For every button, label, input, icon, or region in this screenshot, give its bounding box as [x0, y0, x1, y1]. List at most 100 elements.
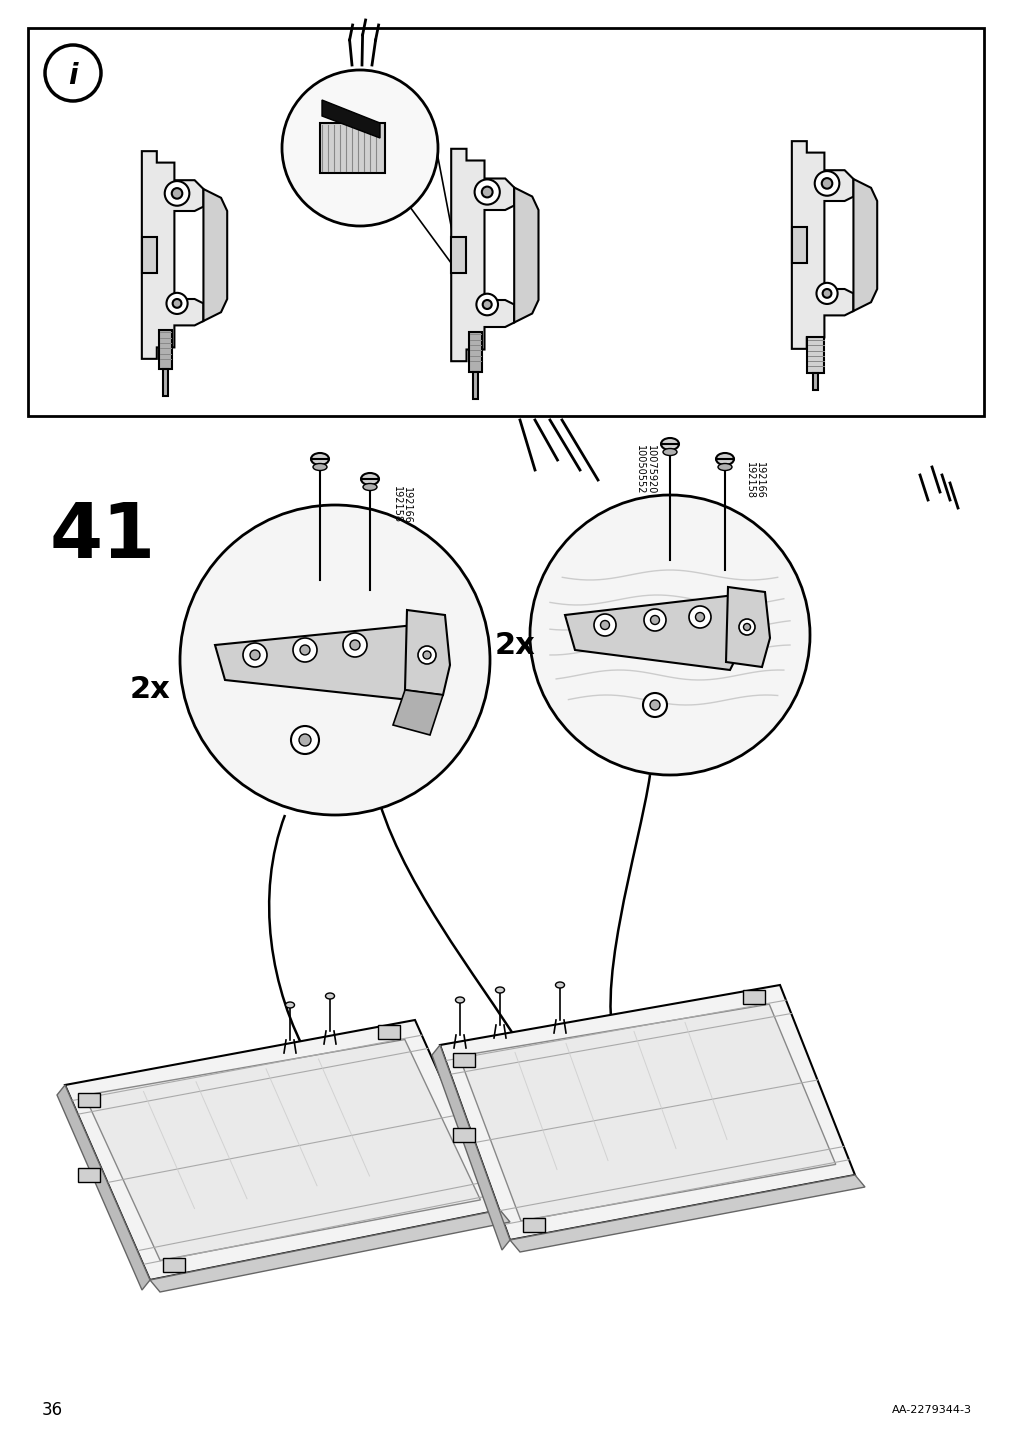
Text: AA-2279344-3: AA-2279344-3	[891, 1405, 971, 1415]
Circle shape	[481, 186, 492, 198]
Polygon shape	[432, 1045, 510, 1250]
Polygon shape	[150, 1210, 510, 1292]
Polygon shape	[523, 1219, 545, 1232]
Text: 10050531: 10050531	[389, 652, 426, 697]
Circle shape	[649, 700, 659, 710]
Text: 36: 36	[42, 1400, 63, 1419]
Polygon shape	[791, 142, 852, 349]
Polygon shape	[57, 1085, 150, 1290]
Polygon shape	[78, 1169, 100, 1181]
Ellipse shape	[495, 987, 504, 992]
Circle shape	[814, 170, 838, 196]
Circle shape	[44, 44, 101, 102]
Bar	[451, 238, 466, 274]
Polygon shape	[472, 372, 478, 400]
Polygon shape	[392, 690, 443, 735]
Polygon shape	[451, 149, 514, 361]
Bar	[791, 228, 806, 262]
Polygon shape	[852, 179, 877, 311]
Ellipse shape	[312, 464, 327, 471]
Polygon shape	[321, 100, 379, 137]
Ellipse shape	[361, 473, 379, 485]
Polygon shape	[742, 990, 764, 1004]
Polygon shape	[812, 372, 818, 390]
Polygon shape	[163, 1257, 185, 1272]
Ellipse shape	[363, 484, 377, 491]
Text: 10050552: 10050552	[634, 445, 644, 494]
Circle shape	[530, 495, 809, 775]
Polygon shape	[214, 624, 425, 700]
Circle shape	[476, 294, 497, 315]
Circle shape	[695, 613, 704, 621]
Circle shape	[299, 644, 309, 654]
Text: 2x: 2x	[129, 676, 171, 705]
Polygon shape	[564, 596, 744, 670]
Circle shape	[243, 643, 267, 667]
Circle shape	[474, 179, 499, 205]
Circle shape	[822, 289, 831, 298]
Circle shape	[282, 70, 438, 226]
Text: 10075931: 10075931	[396, 664, 433, 712]
Circle shape	[600, 620, 609, 630]
Ellipse shape	[717, 464, 731, 471]
Circle shape	[291, 726, 318, 755]
Text: 192166: 192166	[401, 487, 411, 524]
Ellipse shape	[285, 1002, 294, 1008]
Circle shape	[293, 639, 316, 662]
Polygon shape	[510, 1176, 864, 1252]
Polygon shape	[319, 123, 384, 173]
Circle shape	[688, 606, 711, 629]
Circle shape	[173, 299, 181, 308]
Ellipse shape	[555, 982, 564, 988]
Polygon shape	[453, 1053, 474, 1067]
Circle shape	[423, 652, 431, 659]
Polygon shape	[725, 587, 769, 667]
Ellipse shape	[716, 453, 733, 465]
Ellipse shape	[310, 453, 329, 465]
Circle shape	[743, 623, 750, 630]
Polygon shape	[459, 1004, 835, 1221]
Text: 192166: 192166	[754, 461, 764, 498]
Circle shape	[350, 640, 360, 650]
Text: i: i	[68, 62, 78, 90]
Polygon shape	[203, 189, 227, 321]
Circle shape	[298, 735, 310, 746]
Text: 192158: 192158	[744, 461, 754, 498]
Circle shape	[738, 619, 754, 634]
Circle shape	[593, 614, 616, 636]
Circle shape	[821, 178, 831, 189]
Text: 192158: 192158	[391, 487, 401, 524]
Polygon shape	[160, 329, 172, 369]
Polygon shape	[453, 1128, 474, 1141]
Polygon shape	[806, 338, 824, 372]
Circle shape	[172, 188, 182, 199]
Polygon shape	[469, 331, 481, 372]
Circle shape	[180, 505, 489, 815]
Ellipse shape	[660, 438, 678, 450]
Ellipse shape	[662, 448, 676, 455]
Circle shape	[643, 609, 665, 632]
Bar	[28, 29, 983, 417]
Circle shape	[165, 180, 189, 206]
Text: 10075920: 10075920	[645, 445, 655, 494]
Polygon shape	[440, 985, 854, 1240]
Polygon shape	[84, 1040, 480, 1260]
Circle shape	[650, 616, 659, 624]
Circle shape	[816, 284, 837, 304]
Polygon shape	[514, 188, 538, 322]
Circle shape	[482, 299, 491, 309]
Polygon shape	[78, 1093, 100, 1107]
Polygon shape	[404, 610, 450, 695]
Circle shape	[167, 292, 187, 314]
Polygon shape	[163, 369, 168, 395]
Text: 41: 41	[50, 500, 156, 574]
Text: 2x: 2x	[494, 630, 535, 660]
Circle shape	[418, 646, 436, 664]
Polygon shape	[378, 1025, 399, 1040]
Polygon shape	[65, 1020, 499, 1280]
Circle shape	[642, 693, 666, 717]
Bar	[142, 238, 157, 272]
Circle shape	[250, 650, 260, 660]
Ellipse shape	[326, 992, 335, 1000]
Polygon shape	[142, 152, 203, 359]
